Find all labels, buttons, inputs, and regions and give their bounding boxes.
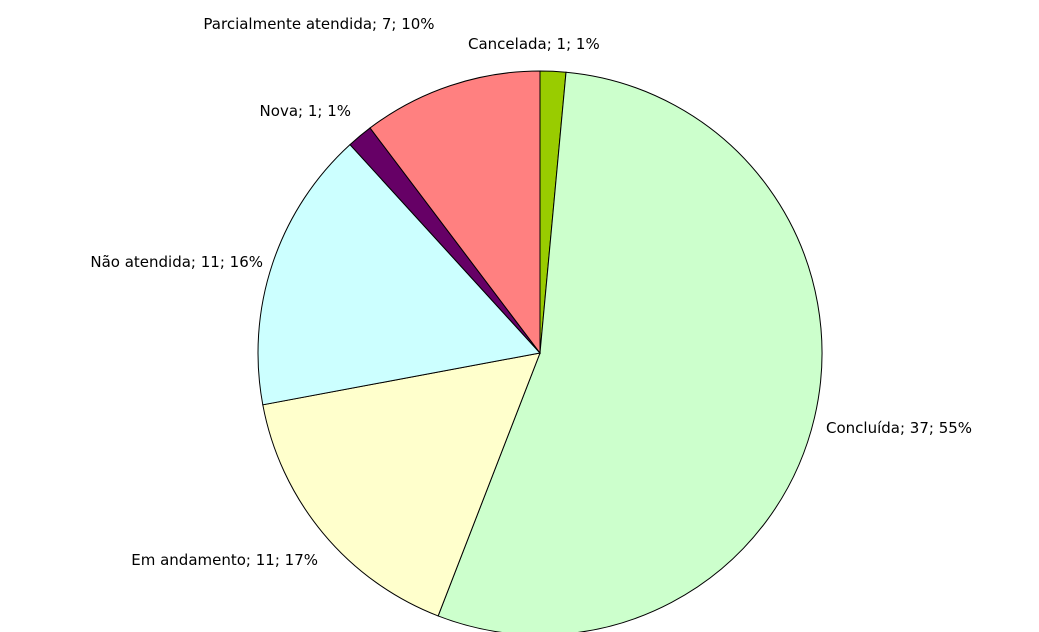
data-label: Concluída; 37; 55%: [826, 419, 973, 437]
pie-slice: [437, 71, 823, 632]
pie-slice: [257, 143, 541, 406]
data-label: Cancelada; 1; 1%: [468, 35, 600, 53]
data-label: Parcialmente atendida; 7; 10%: [203, 15, 435, 33]
pie-slice: [369, 70, 541, 355]
data-label: Nova; 1; 1%: [259, 102, 351, 120]
data-label: Não atendida; 11; 16%: [90, 253, 263, 271]
data-label: Em andamento; 11; 17%: [131, 551, 318, 569]
pie-slice: [262, 352, 541, 617]
